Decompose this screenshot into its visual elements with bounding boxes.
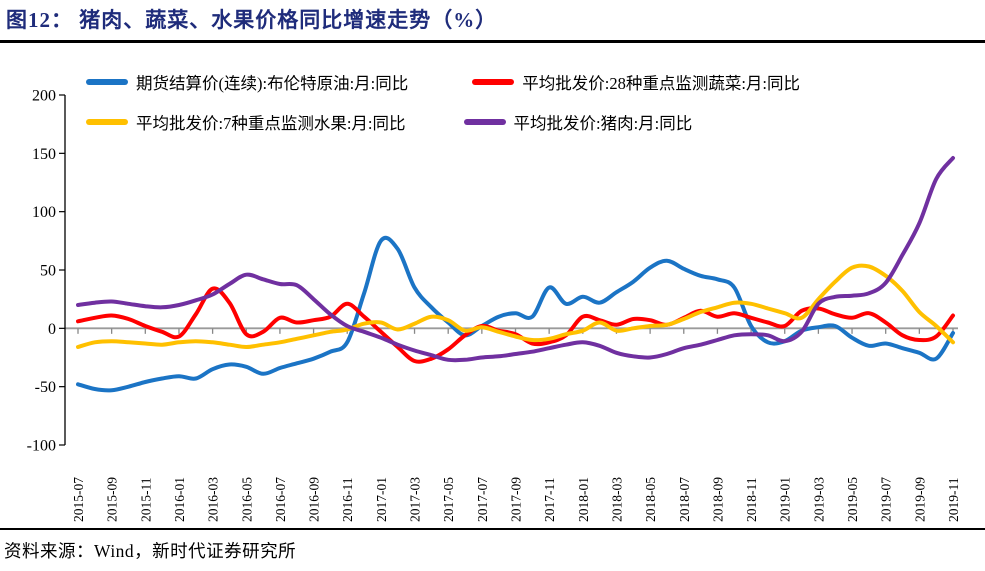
legend-swatch-icon-pork [463, 119, 506, 125]
series-line-vegetables [76, 286, 955, 364]
legend-swatch-icon-brent-oil [86, 79, 128, 85]
legend-label: 平均批发价:28种重点监测蔬菜:月:同比 [522, 74, 801, 93]
x-axis-label: 2019-07 [879, 477, 894, 522]
x-axis-label: 2016-09 [307, 477, 322, 522]
legend-row-1: 期货结算价(连续):布伦特原油:月:同比 平均批发价:28种重点监测蔬菜:月:同比 [86, 70, 800, 94]
x-axis-label: 2016-05 [239, 477, 254, 522]
legend-label: 期货结算价(连续):布伦特原油:月:同比 [136, 74, 409, 93]
x-axis-label: 2018-11 [744, 478, 759, 523]
x-axis-label: 2017-01 [374, 477, 389, 522]
x-axis-label: 2019-11 [946, 478, 961, 523]
y-axis-label: 100 [32, 204, 56, 221]
x-axis-label: 2018-01 [576, 477, 591, 522]
source-note: 资料来源：Wind，新时代证券研究所 [4, 541, 297, 561]
legend-label: 平均批发价:猪肉:月:同比 [513, 114, 693, 133]
series-line-fruits [76, 263, 955, 349]
x-axis-label: 2016-07 [273, 477, 288, 522]
x-axis-label: 2016-03 [206, 477, 221, 522]
legend-item-brent-oil: 期货结算价(连续):布伦特原油:月:同比 [86, 70, 408, 94]
x-axis-label: 2017-03 [408, 477, 423, 522]
y-axis-label: 50 [40, 263, 56, 280]
x-axis-label: 2016-01 [172, 477, 187, 522]
x-axis-label: 2015-07 [71, 477, 86, 522]
y-axis-label: -50 [35, 379, 56, 396]
bottom-divider [0, 528, 985, 530]
x-axis-label: 2019-09 [912, 477, 927, 522]
y-axis-label: 0 [48, 321, 56, 338]
x-axis-label: 2019-01 [778, 477, 793, 522]
y-axis-label: -100 [27, 438, 56, 455]
x-axis-label: 2017-09 [509, 477, 524, 522]
legend-item-fruits: 平均批发价:7种重点监测水果:月:同比 [86, 110, 406, 134]
legend-label: 平均批发价:7种重点监测水果:月:同比 [136, 114, 406, 133]
legend-swatch-icon-vegetables [472, 79, 515, 85]
x-axis-label: 2018-05 [643, 477, 658, 522]
legend-item-pork: 平均批发价:猪肉:月:同比 [463, 110, 693, 134]
x-axis-label: 2015-09 [105, 477, 120, 522]
legend-swatch-icon-fruits [86, 119, 128, 125]
legend-row-2: 平均批发价:7种重点监测水果:月:同比 平均批发价:猪肉:月:同比 [86, 110, 692, 134]
x-axis-label: 2018-03 [609, 477, 624, 522]
x-axis-label: 2017-05 [441, 477, 456, 522]
x-axis-label: 2018-09 [710, 477, 725, 522]
x-axis-label: 2015-11 [138, 478, 153, 523]
chart-title: 图12： 猪肉、蔬菜、水果价格同比增速走势（%） [6, 8, 498, 32]
y-axis-label: 200 [32, 88, 56, 105]
line-chart: 200 150 100 50 0 -50 -100 2015-07 2015-09 2015-11… [27, 88, 961, 523]
series-line-pork [76, 156, 955, 363]
x-axis-label: 2019-05 [845, 477, 860, 522]
series-line-brent-oil [76, 235, 955, 393]
x-axis-label: 2019-03 [811, 477, 826, 522]
x-axis-label: 2017-07 [475, 477, 490, 522]
x-axis-label: 2016-11 [340, 478, 355, 523]
legend-item-vegetables: 平均批发价:28种重点监测蔬菜:月:同比 [472, 70, 800, 94]
y-axis-label: 150 [32, 146, 56, 163]
x-axis-label: 2017-11 [542, 478, 557, 523]
x-axis-label: 2018-07 [677, 477, 692, 522]
title-underline [0, 40, 985, 43]
